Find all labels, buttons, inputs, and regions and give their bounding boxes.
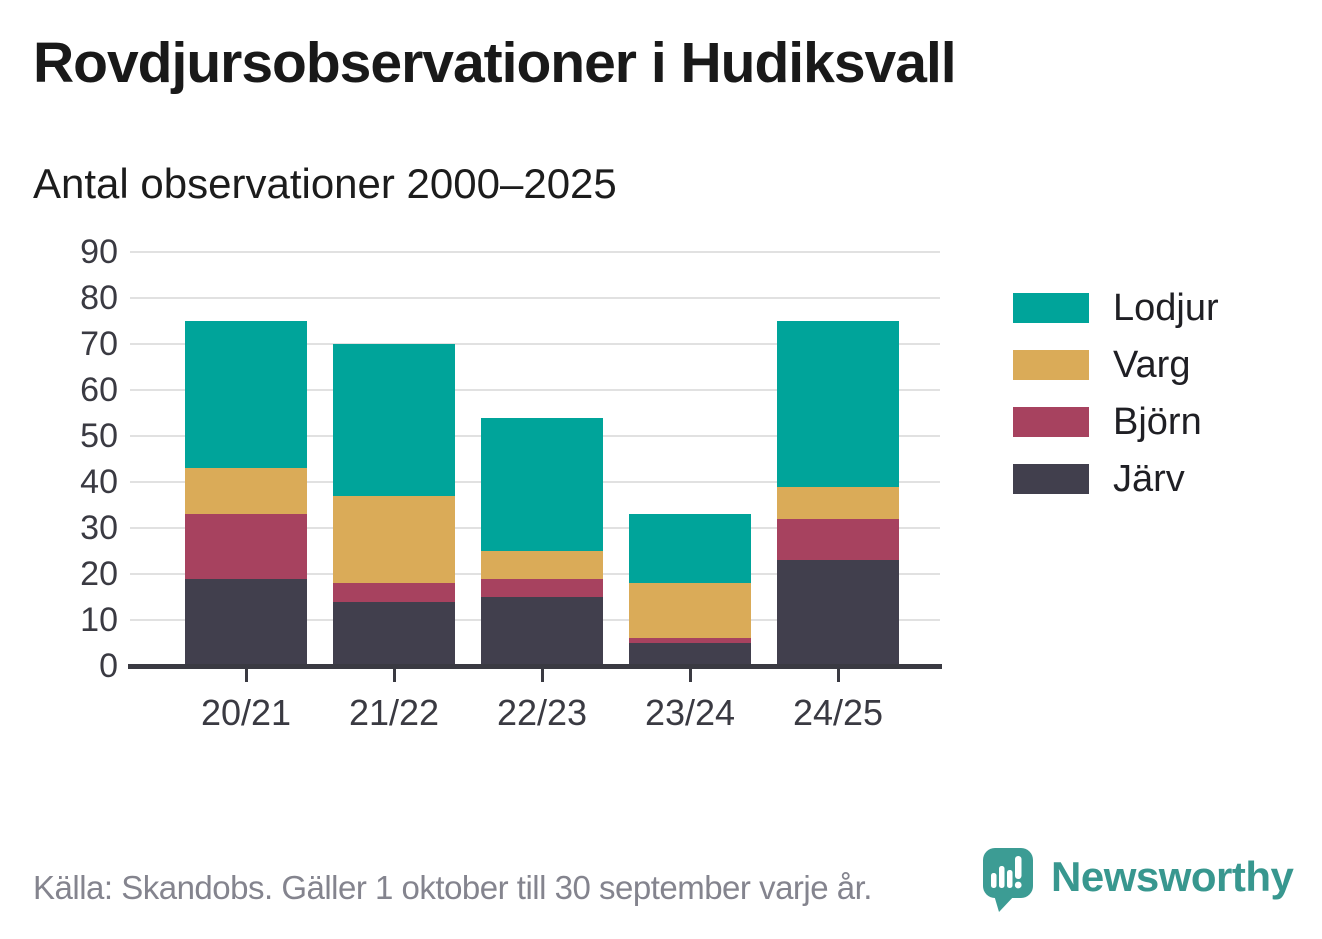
bar-segment-björn-22/23: [481, 578, 603, 597]
y-axis-tick-label: 40: [80, 463, 118, 501]
gridline: [130, 389, 940, 391]
bar-segment-björn-23/24: [629, 638, 751, 643]
legend-label: Varg: [1113, 343, 1191, 386]
y-axis-tick-label: 10: [80, 601, 118, 639]
legend-label: Lodjur: [1113, 286, 1219, 329]
x-axis-tick: [688, 669, 692, 682]
legend-swatch: [1013, 293, 1089, 323]
bar-segment-järv-21/22: [333, 601, 455, 666]
bar-segment-varg-23/24: [629, 583, 751, 639]
gridline: [130, 297, 940, 299]
x-axis-label-21-22: 21/22: [348, 692, 440, 733]
x-axis-line: [128, 664, 942, 669]
legend-item-björn: Björn: [1013, 401, 1202, 443]
bar-segment-björn-21/22: [333, 583, 455, 602]
y-axis-tick-label: 60: [80, 371, 118, 409]
plot-area: [130, 251, 940, 666]
chart-title: Rovdjursobservationer i Hudiksvall: [33, 31, 957, 95]
x-axis-label-23-24: 23/24: [644, 692, 736, 733]
bar-segment-lodjur-21/22: [333, 344, 455, 496]
bar-segment-varg-22/23: [481, 551, 603, 579]
y-axis-tick-label: 30: [80, 509, 118, 547]
bar-segment-lodjur-22/23: [481, 417, 603, 551]
chart-subtitle: Antal observationer 2000–2025: [33, 160, 617, 207]
legend-item-varg: Varg: [1013, 344, 1190, 386]
x-axis-label-22-23: 22/23: [496, 692, 588, 733]
x-axis-tick: [392, 669, 396, 682]
legend-swatch: [1013, 350, 1089, 380]
bar-segment-lodjur-20/21: [185, 321, 307, 469]
bar-segment-björn-24/25: [777, 518, 899, 561]
y-axis-tick-label: 20: [80, 555, 118, 593]
y-axis-tick-label: 80: [80, 279, 118, 317]
gridline: [130, 251, 940, 253]
bar-segment-järv-20/21: [185, 578, 307, 666]
bar-segment-varg-20/21: [185, 468, 307, 515]
bar-segment-lodjur-23/24: [629, 514, 751, 584]
y-axis-tick-label: 70: [80, 325, 118, 363]
legend-label: Järv: [1113, 457, 1185, 500]
x-axis-label-24-25: 24/25: [792, 692, 884, 733]
x-axis-label-20-21: 20/21: [200, 692, 292, 733]
x-axis-tick: [836, 669, 840, 682]
y-axis-tick-label: 50: [80, 417, 118, 455]
source-note: Källa: Skandobs. Gäller 1 oktober till 3…: [33, 869, 872, 906]
gridline: [130, 343, 940, 345]
bar-segment-järv-22/23: [481, 597, 603, 666]
legend-swatch: [1013, 407, 1089, 437]
bar-segment-lodjur-24/25: [777, 321, 899, 487]
legend-item-lodjur: Lodjur: [1013, 287, 1219, 329]
newsworthy-logo-icon: [982, 847, 1034, 918]
legend-item-järv: Järv: [1013, 458, 1185, 500]
x-axis-tick: [244, 669, 248, 682]
bar-segment-järv-23/24: [629, 643, 751, 666]
bar-segment-järv-24/25: [777, 560, 899, 666]
y-axis-tick-label: 0: [99, 647, 118, 685]
bar-segment-björn-20/21: [185, 514, 307, 579]
bar-segment-varg-21/22: [333, 495, 455, 584]
legend-label: Björn: [1113, 400, 1202, 443]
legend-swatch: [1013, 464, 1089, 494]
bar-segment-varg-24/25: [777, 486, 899, 519]
newsworthy-wordmark: Newsworthy: [1051, 853, 1294, 900]
x-axis-tick: [540, 669, 544, 682]
y-axis-tick-label: 90: [80, 233, 118, 271]
